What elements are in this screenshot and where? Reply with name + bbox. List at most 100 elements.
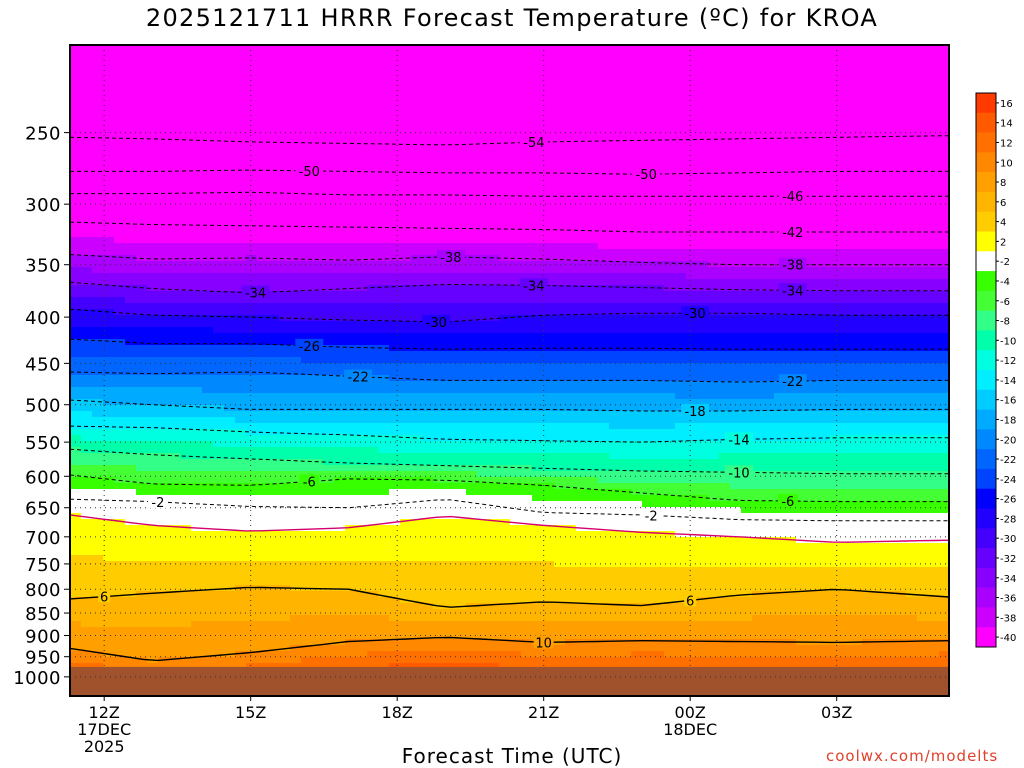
field-cell bbox=[345, 363, 357, 370]
field-cell bbox=[103, 81, 115, 88]
field-cell bbox=[433, 339, 445, 346]
field-cell bbox=[202, 429, 214, 436]
field-cell bbox=[554, 441, 566, 448]
field-cell bbox=[158, 177, 170, 184]
field-cell bbox=[279, 411, 291, 418]
field-cell bbox=[378, 99, 390, 106]
field-cell bbox=[554, 627, 566, 634]
field-cell bbox=[92, 375, 104, 382]
field-cell bbox=[136, 417, 148, 424]
field-cell bbox=[213, 339, 225, 346]
field-cell bbox=[345, 513, 357, 520]
field-cell bbox=[554, 453, 566, 460]
field-cell bbox=[235, 213, 247, 220]
field-cell bbox=[114, 609, 126, 616]
field-cell bbox=[235, 297, 247, 304]
field-cell bbox=[422, 177, 434, 184]
field-cell bbox=[334, 621, 346, 628]
field-cell bbox=[532, 93, 544, 100]
field-cell bbox=[345, 567, 357, 574]
field-cell bbox=[466, 351, 478, 358]
field-cell bbox=[191, 99, 203, 106]
field-cell bbox=[499, 189, 511, 196]
field-cell bbox=[114, 57, 126, 64]
field-cell bbox=[213, 561, 225, 568]
field-cell bbox=[147, 321, 159, 328]
field-cell bbox=[279, 117, 291, 124]
field-cell bbox=[169, 417, 181, 424]
field-cell bbox=[455, 357, 467, 364]
field-cell bbox=[565, 573, 577, 580]
field-cell bbox=[499, 249, 511, 256]
field-cell bbox=[191, 423, 203, 430]
field-cell bbox=[400, 195, 412, 202]
field-cell bbox=[224, 423, 236, 430]
field-cell bbox=[378, 111, 390, 118]
field-cell bbox=[235, 243, 247, 250]
field-cell bbox=[180, 303, 192, 310]
field-cell bbox=[323, 249, 335, 256]
field-cell bbox=[400, 447, 412, 454]
field-cell bbox=[411, 57, 423, 64]
field-cell bbox=[125, 51, 137, 58]
field-cell bbox=[180, 603, 192, 610]
field-cell bbox=[81, 273, 93, 280]
field-cell bbox=[136, 555, 148, 562]
field-cell bbox=[169, 411, 181, 418]
field-cell bbox=[257, 303, 269, 310]
field-cell bbox=[92, 249, 104, 256]
field-cell bbox=[334, 597, 346, 604]
field-cell bbox=[169, 561, 181, 568]
field-cell bbox=[125, 501, 137, 508]
field-cell bbox=[147, 315, 159, 322]
field-cell bbox=[70, 423, 82, 430]
field-cell bbox=[224, 399, 236, 406]
field-cell bbox=[411, 405, 423, 412]
field-cell bbox=[169, 525, 181, 532]
field-cell bbox=[169, 267, 181, 274]
field-cell bbox=[114, 351, 126, 358]
field-cell bbox=[92, 633, 104, 640]
field-cell bbox=[257, 585, 269, 592]
field-cell bbox=[444, 111, 456, 118]
field-cell bbox=[224, 279, 236, 286]
field-cell bbox=[158, 423, 170, 430]
field-cell bbox=[169, 651, 181, 658]
field-cell bbox=[235, 477, 247, 484]
field-cell bbox=[246, 351, 258, 358]
field-cell bbox=[433, 609, 445, 616]
field-cell bbox=[169, 579, 181, 586]
field-cell bbox=[301, 579, 313, 586]
field-cell bbox=[543, 51, 555, 58]
field-cell bbox=[378, 459, 390, 466]
field-cell bbox=[510, 495, 522, 502]
field-cell bbox=[169, 261, 181, 268]
field-cell bbox=[378, 573, 390, 580]
field-cell bbox=[444, 471, 456, 478]
field-cell bbox=[125, 621, 137, 628]
field-cell bbox=[103, 207, 115, 214]
field-cell bbox=[334, 537, 346, 544]
field-cell bbox=[411, 621, 423, 628]
field-cell bbox=[389, 327, 401, 334]
field-cell bbox=[367, 231, 379, 238]
field-cell bbox=[114, 297, 126, 304]
field-cell bbox=[444, 177, 456, 184]
field-cell bbox=[543, 333, 555, 340]
field-cell bbox=[323, 309, 335, 316]
field-cell bbox=[301, 447, 313, 454]
field-cell bbox=[323, 489, 335, 496]
field-cell bbox=[191, 543, 203, 550]
field-cell bbox=[202, 399, 214, 406]
field-cell bbox=[125, 249, 137, 256]
field-cell bbox=[433, 435, 445, 442]
field-cell bbox=[499, 447, 511, 454]
field-cell bbox=[488, 591, 500, 598]
field-cell bbox=[235, 87, 247, 94]
field-cell bbox=[345, 327, 357, 334]
field-cell bbox=[81, 453, 93, 460]
field-cell bbox=[290, 159, 302, 166]
field-cell bbox=[279, 657, 291, 664]
field-cell bbox=[400, 459, 412, 466]
field-cell bbox=[554, 597, 566, 604]
